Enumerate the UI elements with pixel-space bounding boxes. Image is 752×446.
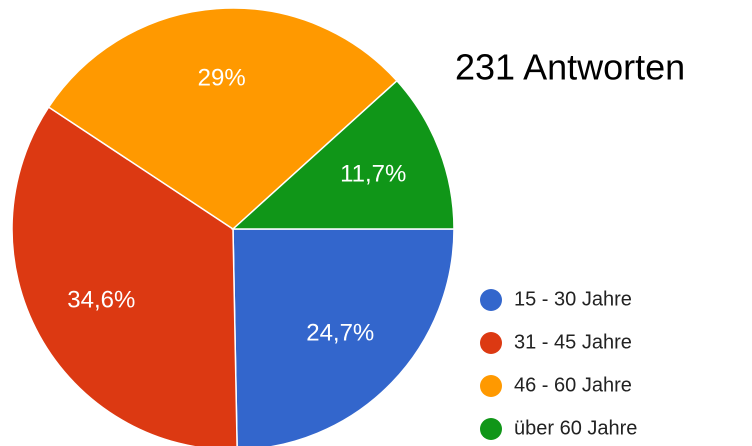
pie-slice (11, 106, 238, 446)
legend-swatch (480, 332, 502, 354)
slice-label: 29% (198, 64, 246, 91)
legend-label: über 60 Jahre (514, 417, 637, 439)
legend-label: 46 - 60 Jahre (514, 374, 632, 396)
slice-label: 11,7% (340, 160, 406, 187)
legend-swatch (480, 375, 502, 397)
legend-swatch (480, 418, 502, 440)
pie-slice (47, 7, 398, 230)
pie-slice (231, 79, 455, 230)
slice-label: 34,6% (67, 287, 135, 314)
slice-label: 24,7% (306, 320, 374, 347)
legend-label: 31 - 45 Jahre (514, 331, 632, 353)
legend-swatch (480, 289, 502, 311)
chart-title: 231 Antworten (455, 47, 685, 88)
legend-label: 15 - 30 Jahre (514, 288, 632, 310)
pie-slice (232, 228, 455, 446)
